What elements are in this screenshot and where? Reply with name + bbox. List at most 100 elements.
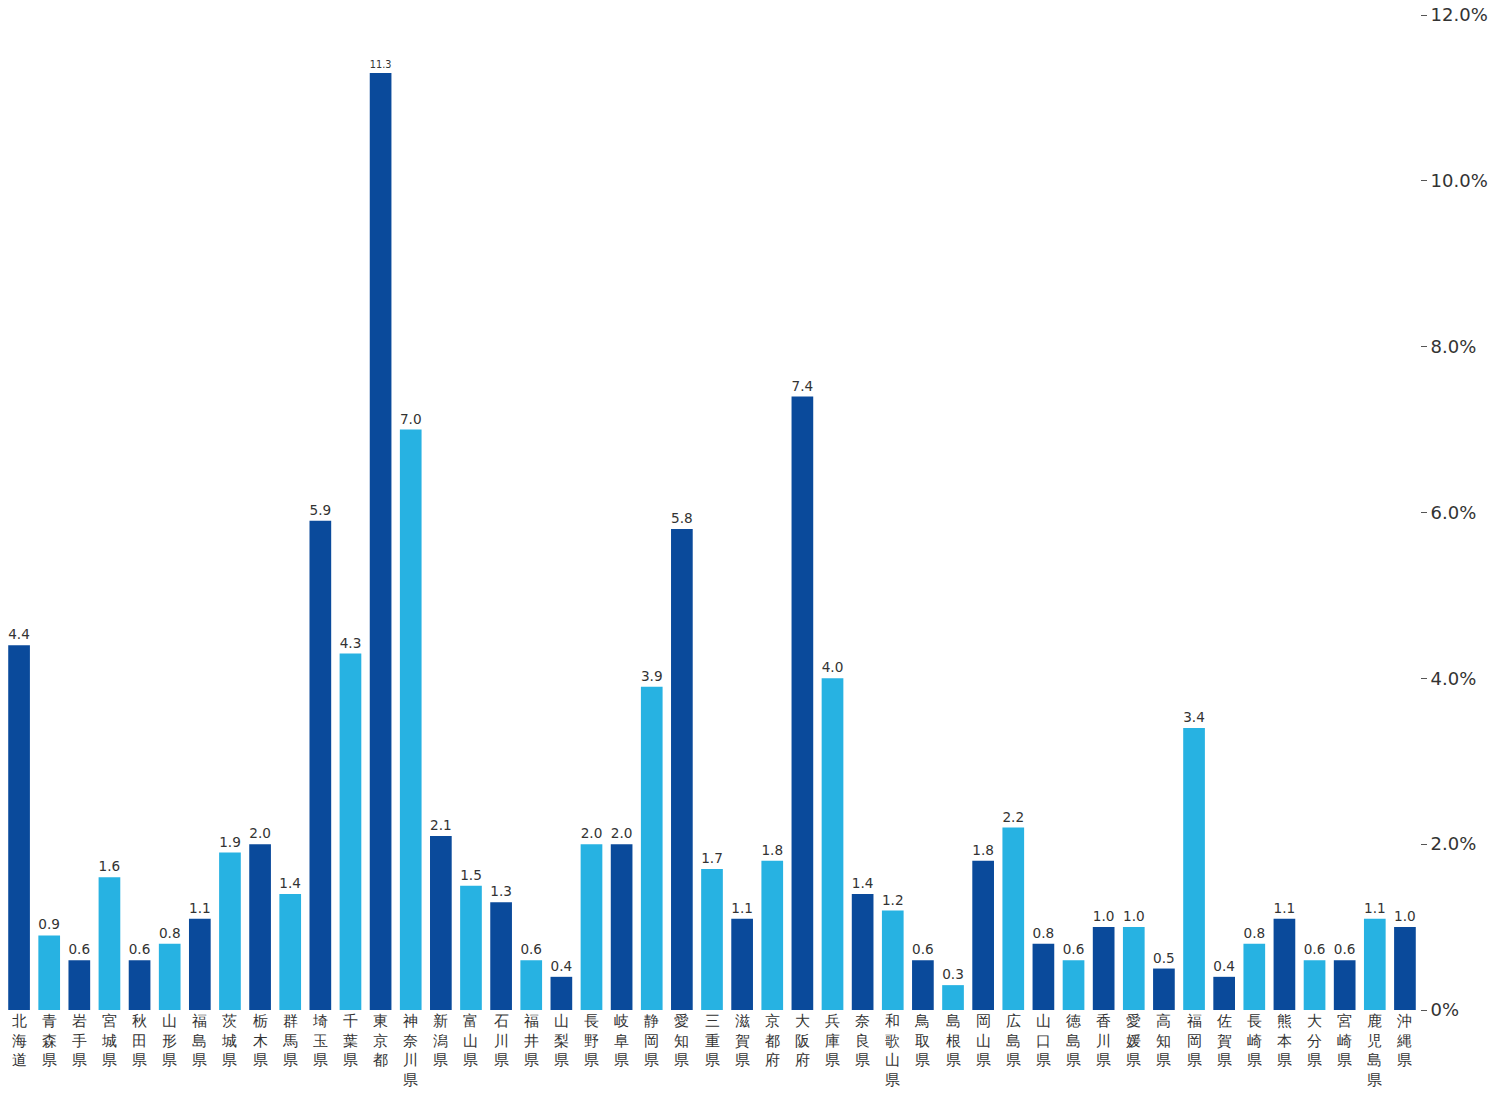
svg-text:香川県: 香川県 <box>1096 1012 1111 1069</box>
svg-text:三重県: 三重県 <box>705 1012 720 1069</box>
svg-text:5.9: 5.9 <box>310 502 332 518</box>
svg-text:0.6: 0.6 <box>520 941 542 957</box>
svg-text:4.0%: 4.0% <box>1431 668 1477 689</box>
svg-text:岡山県: 岡山県 <box>976 1012 991 1069</box>
svg-text:鳥取県: 鳥取県 <box>914 1012 930 1069</box>
svg-text:佐賀県: 佐賀県 <box>1217 1012 1232 1069</box>
svg-text:京都府: 京都府 <box>765 1012 780 1069</box>
svg-text:大分県: 大分県 <box>1307 1012 1322 1069</box>
svg-text:4.0: 4.0 <box>822 659 844 675</box>
svg-text:1.1: 1.1 <box>189 900 211 916</box>
svg-text:広島県: 広島県 <box>1006 1012 1021 1069</box>
svg-text:4.4: 4.4 <box>8 626 30 642</box>
svg-text:5.8: 5.8 <box>671 510 693 526</box>
svg-text:3.4: 3.4 <box>1183 709 1205 725</box>
svg-text:1.4: 1.4 <box>852 875 874 891</box>
svg-text:0.8: 0.8 <box>159 925 181 941</box>
svg-text:高知県: 高知県 <box>1156 1012 1171 1069</box>
svg-text:1.0: 1.0 <box>1093 908 1115 924</box>
svg-text:0.4: 0.4 <box>1213 958 1235 974</box>
svg-text:3.9: 3.9 <box>641 668 663 684</box>
svg-text:2.0: 2.0 <box>581 825 603 841</box>
svg-text:島根県: 島根県 <box>946 1012 961 1069</box>
svg-text:新潟県: 新潟県 <box>433 1012 448 1069</box>
svg-text:0.4: 0.4 <box>551 958 573 974</box>
svg-text:0.5: 0.5 <box>1153 950 1175 966</box>
svg-text:1.1: 1.1 <box>731 900 753 916</box>
svg-text:0.6: 0.6 <box>1063 941 1085 957</box>
svg-text:12.0%: 12.0% <box>1431 4 1488 25</box>
svg-text:1.8: 1.8 <box>972 842 994 858</box>
svg-text:0.6: 0.6 <box>1304 941 1326 957</box>
svg-text:0.6: 0.6 <box>68 941 90 957</box>
svg-text:7.4: 7.4 <box>792 378 814 394</box>
svg-text:山口県: 山口県 <box>1036 1012 1051 1069</box>
svg-text:愛知県: 愛知県 <box>674 1012 689 1069</box>
svg-text:1.1: 1.1 <box>1274 900 1296 916</box>
svg-text:鹿児島県: 鹿児島県 <box>1367 1012 1382 1089</box>
svg-text:石川県: 石川県 <box>494 1012 509 1069</box>
svg-text:1.3: 1.3 <box>490 883 512 899</box>
svg-text:秋田県: 秋田県 <box>132 1012 147 1069</box>
svg-text:愛媛県: 愛媛県 <box>1126 1012 1141 1069</box>
svg-text:東京都: 東京都 <box>373 1012 388 1069</box>
svg-text:長崎県: 長崎県 <box>1247 1012 1262 1069</box>
svg-text:0.6: 0.6 <box>1334 941 1356 957</box>
svg-text:福井県: 福井県 <box>524 1012 539 1069</box>
svg-text:2.0%: 2.0% <box>1431 833 1477 854</box>
svg-text:6.0%: 6.0% <box>1431 502 1477 523</box>
svg-text:2.2: 2.2 <box>1002 809 1024 825</box>
svg-text:0.6: 0.6 <box>129 941 151 957</box>
svg-text:福岡県: 福岡県 <box>1187 1012 1202 1069</box>
svg-text:栃木県: 栃木県 <box>253 1012 268 1069</box>
svg-text:静岡県: 静岡県 <box>644 1012 659 1069</box>
svg-text:福島県: 福島県 <box>192 1012 207 1069</box>
svg-text:岐阜県: 岐阜県 <box>614 1012 629 1069</box>
svg-text:1.9: 1.9 <box>219 834 241 850</box>
svg-text:1.8: 1.8 <box>761 842 783 858</box>
svg-text:8.0%: 8.0% <box>1431 336 1477 357</box>
svg-text:1.6: 1.6 <box>99 858 121 874</box>
svg-text:宮城県: 宮城県 <box>101 1012 117 1069</box>
svg-text:山梨県: 山梨県 <box>554 1012 569 1069</box>
svg-text:2.1: 2.1 <box>430 817 452 833</box>
svg-text:2.0: 2.0 <box>249 825 271 841</box>
svg-text:1.7: 1.7 <box>701 850 723 866</box>
svg-text:富山県: 富山県 <box>463 1012 478 1069</box>
svg-text:徳島県: 徳島県 <box>1066 1012 1081 1069</box>
svg-text:沖縄県: 沖縄県 <box>1396 1012 1412 1069</box>
svg-text:1.1: 1.1 <box>1364 900 1386 916</box>
svg-text:1.2: 1.2 <box>882 892 904 908</box>
svg-text:岩手県: 岩手県 <box>72 1012 87 1069</box>
svg-text:1.5: 1.5 <box>460 867 482 883</box>
svg-text:奈良県: 奈良県 <box>855 1012 870 1069</box>
svg-text:0.6: 0.6 <box>912 941 934 957</box>
svg-text:0.8: 0.8 <box>1243 925 1265 941</box>
svg-text:1.4: 1.4 <box>279 875 301 891</box>
svg-text:山形県: 山形県 <box>162 1012 177 1069</box>
svg-text:大阪府: 大阪府 <box>795 1012 810 1069</box>
svg-text:0.8: 0.8 <box>1033 925 1055 941</box>
svg-text:宮崎県: 宮崎県 <box>1337 1012 1352 1069</box>
svg-text:11.3: 11.3 <box>370 59 392 70</box>
svg-text:神奈川県: 神奈川県 <box>403 1012 418 1089</box>
svg-text:兵庫県: 兵庫県 <box>825 1012 840 1069</box>
svg-text:滋賀県: 滋賀県 <box>735 1012 750 1069</box>
svg-text:1.0: 1.0 <box>1123 908 1145 924</box>
svg-text:熊本県: 熊本県 <box>1277 1012 1292 1069</box>
svg-text:0%: 0% <box>1431 999 1460 1020</box>
svg-text:和歌山県: 和歌山県 <box>885 1012 900 1089</box>
svg-text:千葉県: 千葉県 <box>343 1012 358 1069</box>
svg-text:埼玉県: 埼玉県 <box>312 1012 328 1069</box>
svg-text:0.9: 0.9 <box>38 916 60 932</box>
svg-text:北海道: 北海道 <box>12 1012 27 1069</box>
svg-text:2.0: 2.0 <box>611 825 633 841</box>
svg-text:0.3: 0.3 <box>942 966 964 982</box>
svg-text:1.0: 1.0 <box>1394 908 1416 924</box>
svg-text:青森県: 青森県 <box>42 1012 57 1069</box>
svg-text:長野県: 長野県 <box>584 1012 599 1069</box>
svg-text:群馬県: 群馬県 <box>282 1012 298 1069</box>
svg-text:10.0%: 10.0% <box>1431 170 1488 191</box>
svg-text:7.0: 7.0 <box>400 411 422 427</box>
svg-text:茨城県: 茨城県 <box>221 1012 237 1069</box>
